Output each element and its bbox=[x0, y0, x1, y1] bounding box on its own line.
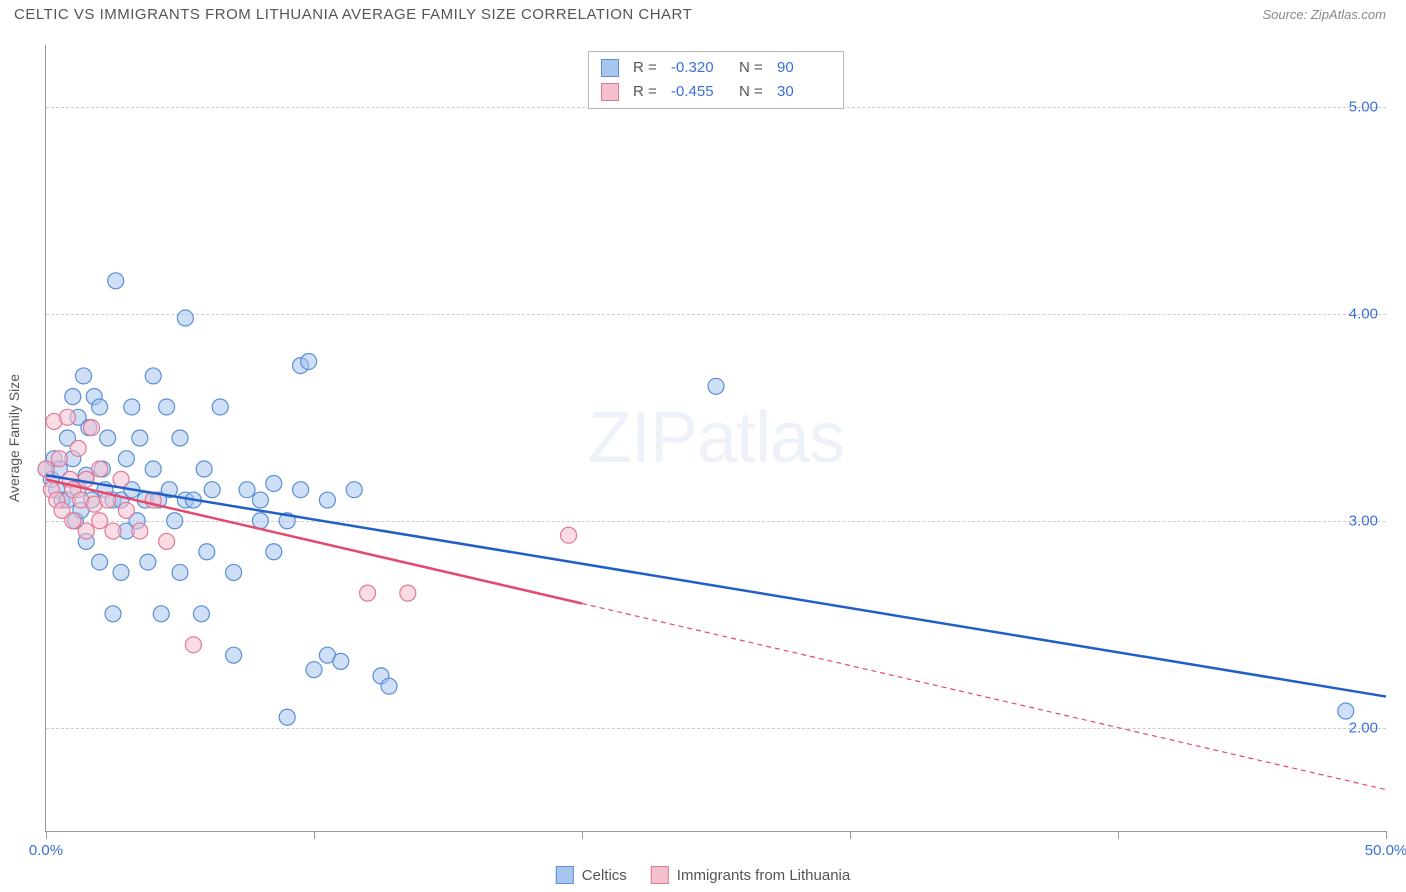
lithuania-point bbox=[113, 471, 129, 487]
x-tick bbox=[314, 831, 315, 839]
lithuania-point bbox=[84, 420, 100, 436]
lithuania-point bbox=[561, 527, 577, 543]
celtics-point bbox=[204, 482, 220, 498]
chart-plot-area: Average Family Size ZIPatlas 2.003.004.0… bbox=[45, 45, 1386, 832]
y-axis-label: Average Family Size bbox=[6, 374, 22, 502]
lithuania-trendline bbox=[46, 479, 582, 603]
celtics-point bbox=[132, 430, 148, 446]
celtics-point bbox=[708, 378, 724, 394]
x-tick bbox=[850, 831, 851, 839]
celtics-point bbox=[153, 606, 169, 622]
lithuania-point bbox=[65, 513, 81, 529]
celtics-point bbox=[100, 430, 116, 446]
celtics-point bbox=[105, 606, 121, 622]
legend-swatch-lithuania bbox=[651, 866, 669, 884]
celtics-point bbox=[92, 399, 108, 415]
celtics-point bbox=[212, 399, 228, 415]
celtics-point bbox=[118, 451, 134, 467]
celtics-point bbox=[145, 461, 161, 477]
celtics-point bbox=[306, 662, 322, 678]
legend-item-celtics: Celtics bbox=[556, 866, 627, 884]
lithuania-point bbox=[51, 451, 67, 467]
series-legend: Celtics Immigrants from Lithuania bbox=[556, 866, 850, 884]
celtics-point bbox=[172, 430, 188, 446]
celtics-point bbox=[140, 554, 156, 570]
r-label: R = bbox=[633, 56, 661, 80]
source-attribution: Source: ZipAtlas.com bbox=[1262, 7, 1386, 22]
celtics-point bbox=[167, 513, 183, 529]
celtics-point bbox=[1338, 703, 1354, 719]
legend-item-lithuania: Immigrants from Lithuania bbox=[651, 866, 850, 884]
lithuania-point bbox=[92, 461, 108, 477]
lithuania-point bbox=[38, 461, 54, 477]
celtics-point bbox=[381, 678, 397, 694]
celtics-point bbox=[199, 544, 215, 560]
lithuania-point bbox=[132, 523, 148, 539]
celtics-point bbox=[346, 482, 362, 498]
r-value-celtics: -0.320 bbox=[671, 56, 725, 80]
lithuania-point bbox=[185, 637, 201, 653]
celtics-point bbox=[266, 544, 282, 560]
lithuania-point bbox=[59, 409, 75, 425]
celtics-point bbox=[293, 482, 309, 498]
celtics-point bbox=[124, 399, 140, 415]
x-tick bbox=[582, 831, 583, 839]
celtics-point bbox=[333, 653, 349, 669]
celtics-point bbox=[108, 273, 124, 289]
celtics-trendline bbox=[46, 475, 1386, 696]
celtics-point bbox=[239, 482, 255, 498]
celtics-point bbox=[172, 564, 188, 580]
swatch-lithuania bbox=[601, 83, 619, 101]
chart-header: CELTIC VS IMMIGRANTS FROM LITHUANIA AVER… bbox=[0, 0, 1406, 25]
celtics-point bbox=[301, 353, 317, 369]
celtics-point bbox=[226, 564, 242, 580]
celtics-point bbox=[92, 554, 108, 570]
celtics-point bbox=[226, 647, 242, 663]
legend-swatch-celtics bbox=[556, 866, 574, 884]
n-label: N = bbox=[739, 56, 767, 80]
celtics-point bbox=[252, 492, 268, 508]
x-tick bbox=[1386, 831, 1387, 839]
lithuania-point bbox=[400, 585, 416, 601]
celtics-point bbox=[159, 399, 175, 415]
n-label: N = bbox=[739, 80, 767, 104]
swatch-celtics bbox=[601, 59, 619, 77]
n-value-lithuania: 30 bbox=[777, 80, 831, 104]
celtics-point bbox=[319, 492, 335, 508]
legend-label-celtics: Celtics bbox=[582, 867, 627, 884]
celtics-point bbox=[279, 709, 295, 725]
celtics-point bbox=[193, 606, 209, 622]
scatter-plot-svg bbox=[46, 45, 1386, 831]
celtics-point bbox=[196, 461, 212, 477]
celtics-point bbox=[76, 368, 92, 384]
stats-row-lithuania: R = -0.455 N = 30 bbox=[601, 80, 831, 104]
legend-label-lithuania: Immigrants from Lithuania bbox=[677, 867, 850, 884]
x-tick-label: 50.0% bbox=[1365, 842, 1406, 859]
lithuania-point bbox=[78, 471, 94, 487]
x-tick bbox=[1118, 831, 1119, 839]
celtics-point bbox=[65, 389, 81, 405]
chart-title: CELTIC VS IMMIGRANTS FROM LITHUANIA AVER… bbox=[14, 6, 692, 23]
lithuania-point bbox=[105, 523, 121, 539]
r-label: R = bbox=[633, 80, 661, 104]
r-value-lithuania: -0.455 bbox=[671, 80, 725, 104]
n-value-celtics: 90 bbox=[777, 56, 831, 80]
source-label: Source: bbox=[1262, 7, 1310, 22]
celtics-point bbox=[177, 310, 193, 326]
celtics-point bbox=[113, 564, 129, 580]
source-name: ZipAtlas.com bbox=[1311, 7, 1386, 22]
lithuania-point bbox=[78, 523, 94, 539]
lithuania-point bbox=[70, 440, 86, 456]
celtics-point bbox=[266, 476, 282, 492]
celtics-point bbox=[252, 513, 268, 529]
lithuania-point bbox=[118, 502, 134, 518]
x-tick bbox=[46, 831, 47, 839]
lithuania-point bbox=[360, 585, 376, 601]
x-tick-label: 0.0% bbox=[29, 842, 63, 859]
stats-row-celtics: R = -0.320 N = 90 bbox=[601, 56, 831, 80]
lithuania-point bbox=[92, 513, 108, 529]
lithuania-point bbox=[159, 533, 175, 549]
stats-legend-box: R = -0.320 N = 90 R = -0.455 N = 30 bbox=[588, 51, 844, 109]
celtics-point bbox=[145, 368, 161, 384]
